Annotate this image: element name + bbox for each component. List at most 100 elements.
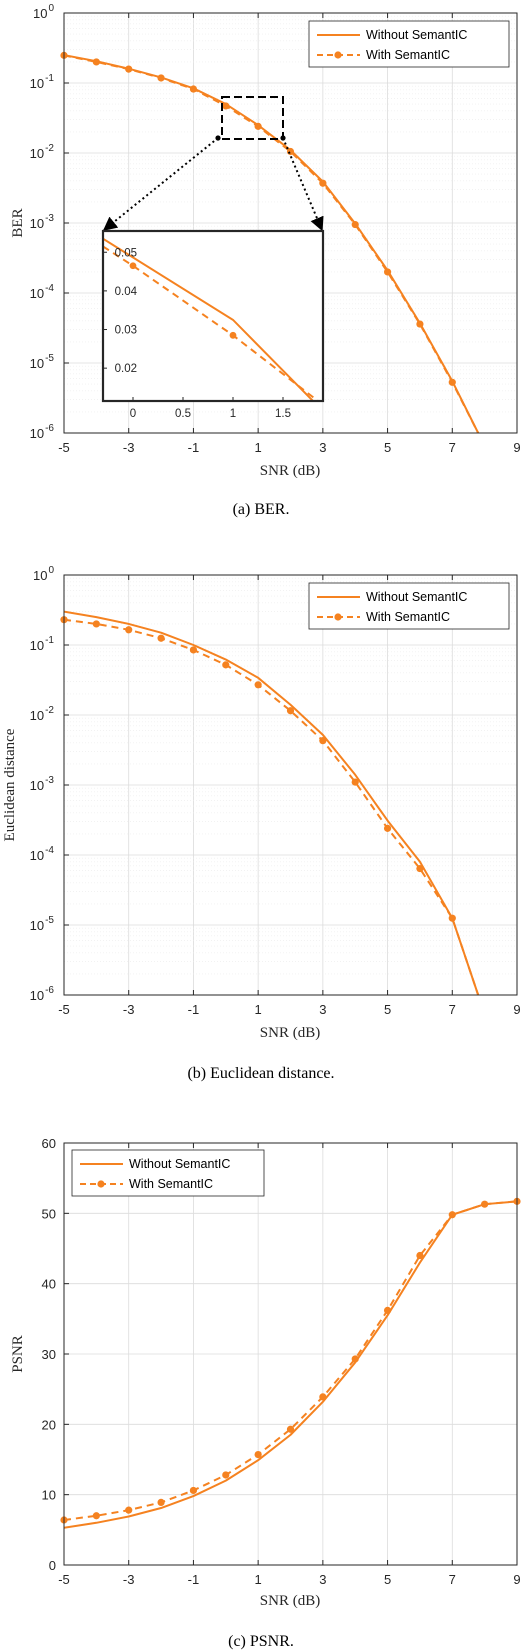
ber-series-with-point xyxy=(286,147,295,156)
ber-series-without-line xyxy=(64,54,480,433)
ber-series-with-point xyxy=(157,74,165,82)
psnr-xtick-label: 5 xyxy=(384,1572,391,1587)
psnr-series-with-line xyxy=(64,1200,517,1521)
ber-series-with-point xyxy=(383,268,392,276)
euclidean-ytick-label: 10-4 xyxy=(30,845,55,863)
ber-xlabel: SNR (dB) xyxy=(260,463,320,479)
ber-zoom-arrow-right xyxy=(282,137,324,232)
ber-inset-ytick-label: 0.02 xyxy=(115,363,137,375)
ber-series-with-point xyxy=(125,65,133,73)
ber-series-with-point xyxy=(416,320,424,328)
ber-ytick-exponent: -3 xyxy=(45,213,54,224)
ber-inset-xtick-label: 0 xyxy=(130,408,136,420)
ber-legend: Without SemantIC With SemantIC xyxy=(308,20,510,68)
ber-xtick-label: 3 xyxy=(319,440,326,455)
psnr-ytick-label: 10 xyxy=(42,1488,56,1503)
ber-inset-series-with-point xyxy=(129,262,137,270)
euclidean-ytick-label: 10-5 xyxy=(30,915,55,933)
euclidean-ytick-exponent: -2 xyxy=(45,705,54,716)
euclidean-ytick-label: 10-3 xyxy=(30,775,55,793)
psnr-ytick-label: 60 xyxy=(42,1136,56,1151)
psnr-series-with-point xyxy=(351,1355,359,1363)
psnr-series-with-point xyxy=(319,1393,327,1401)
ber-inset-xtick-label: 1 xyxy=(230,408,236,420)
ber-series-with-point xyxy=(189,85,198,93)
psnr-xtick-label: 1 xyxy=(255,1572,262,1587)
euclidean-ytick-label: 100 xyxy=(33,565,54,583)
ber-xtick-label: 5 xyxy=(384,440,391,455)
psnr-xtick-label: 7 xyxy=(449,1572,456,1587)
psnr-legend-marker xyxy=(97,1180,105,1188)
euclidean-series-with-point xyxy=(286,707,295,715)
euclidean-legend: Without SemantIC With SemantIC xyxy=(308,582,510,630)
ber-ylabel: BER xyxy=(10,208,26,237)
ber-inset-ytick-label: 0.04 xyxy=(115,286,138,298)
euclidean-xtick-label: -5 xyxy=(58,1002,70,1017)
psnr-xlabel: SNR (dB) xyxy=(260,1593,320,1609)
ber-inset-series-with-point xyxy=(229,331,237,339)
euclidean-legend-marker xyxy=(334,613,342,621)
ber-xtick-label: 1 xyxy=(255,440,262,455)
ber-ytick-label: 10-3 xyxy=(30,213,55,231)
euclidean-series-with-point xyxy=(448,914,456,922)
euclidean-series-with-point xyxy=(92,620,100,628)
ber-ytick-exponent: -5 xyxy=(45,353,54,364)
psnr-legend: Without SemantIC With SemantIC xyxy=(71,1149,265,1197)
euclidean-ytick-label: 10-2 xyxy=(30,705,55,723)
ber-series-with-point xyxy=(319,179,327,187)
euclidean-xtick-label: 7 xyxy=(449,1002,456,1017)
ber-inset-series-without-line xyxy=(103,237,314,401)
ber-inset-ytick-label: 0.03 xyxy=(115,325,137,337)
ber-inset: 0 0.5 1 1.5 0.02 0.03 0.04 0.05 xyxy=(101,229,325,420)
ber-ytick-exponent: -4 xyxy=(45,283,54,294)
ber-series-with-point xyxy=(254,122,262,130)
psnr-series-with-point xyxy=(125,1506,133,1514)
euclidean-series-without-line xyxy=(64,610,480,995)
psnr-series-with-point xyxy=(481,1200,489,1208)
psnr-series-with-point xyxy=(286,1425,295,1433)
ber-legend-box xyxy=(308,20,510,68)
ber-ytick-label: 10-2 xyxy=(30,143,55,161)
euclidean-series-with-point xyxy=(319,737,327,745)
ber-xtick-label: -5 xyxy=(58,440,70,455)
euclidean-caption: (b) Euclidean distance. xyxy=(187,1065,334,1082)
ber-ytick-exponent: -1 xyxy=(45,73,54,84)
ber-ytick-label: 10-5 xyxy=(30,353,55,371)
euclidean-ytick-exponent: 0 xyxy=(48,565,54,576)
ber-ytick-label: 10-6 xyxy=(30,423,55,441)
euclidean-series-with-point xyxy=(254,681,262,689)
psnr-series-with-point xyxy=(383,1306,392,1314)
psnr-legend-label-with: With SemantIC xyxy=(129,1177,213,1191)
euclidean-ytick-label: 10-1 xyxy=(30,635,55,653)
ber-ytick-label: 10-1 xyxy=(30,73,55,91)
euclidean-ytick-exponent: -1 xyxy=(45,635,54,646)
euclidean-ytick-exponent: -4 xyxy=(45,845,54,856)
psnr-ylabel: PSNR xyxy=(10,1335,26,1373)
euclidean-legend-label-with: With SemantIC xyxy=(366,610,450,624)
euclidean-legend-box xyxy=(308,582,510,630)
ber-ytick-label: 100 xyxy=(33,3,54,21)
ber-caption: (a) BER. xyxy=(233,501,290,518)
euclidean-series-with-point xyxy=(222,661,230,669)
psnr-ytick-label: 40 xyxy=(42,1277,56,1292)
ber-series-with-point xyxy=(222,102,230,110)
psnr-xtick-label: -3 xyxy=(123,1572,135,1587)
psnr-series-without-line xyxy=(64,1200,517,1529)
ber-ytick-label: 10-4 xyxy=(30,283,55,301)
ber-chart: -5 -3 -1 1 3 5 7 9 10010-110-210-310-410-510-6 … xyxy=(10,3,521,518)
psnr-xtick-label: -1 xyxy=(188,1572,200,1587)
euclidean-xtick-label: -3 xyxy=(123,1002,135,1017)
psnr-xtick-label: 3 xyxy=(319,1572,326,1587)
euclidean-series-with-point xyxy=(189,646,198,654)
euclidean-series-with-line xyxy=(64,618,480,995)
psnr-series-with-point xyxy=(448,1211,456,1219)
psnr-legend-label-without: Without SemantIC xyxy=(129,1157,230,1171)
ber-ytick-exponent: -2 xyxy=(45,143,54,154)
ber-series-with-point xyxy=(351,220,359,229)
ber-xtick-label: 9 xyxy=(513,440,520,455)
euclidean-ytick-label: 10-6 xyxy=(30,985,55,1003)
psnr-xtick-label: 9 xyxy=(513,1572,520,1587)
ber-inset-ytick-label: 0.05 xyxy=(115,247,137,259)
